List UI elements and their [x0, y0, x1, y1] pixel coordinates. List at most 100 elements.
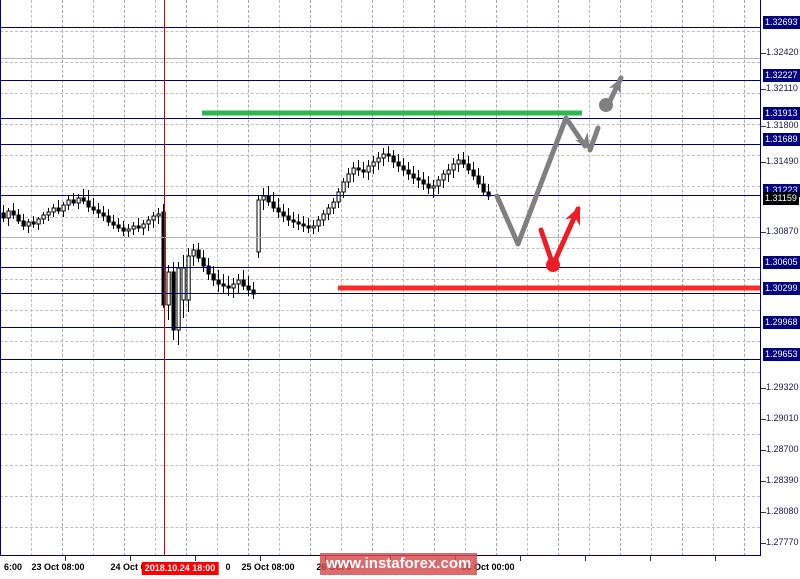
grid-line-vertical	[496, 0, 497, 556]
price-axis-tick	[760, 53, 766, 54]
grid-line-horizontal	[0, 155, 760, 156]
candlestick	[131, 222, 136, 235]
candlestick	[206, 258, 211, 280]
candlestick	[106, 209, 111, 226]
price-level-line[interactable]	[0, 293, 760, 294]
candlestick	[356, 160, 361, 176]
time-axis-tick	[715, 556, 716, 561]
candlestick	[1, 205, 6, 222]
candlestick	[231, 278, 236, 298]
candlestick	[261, 188, 266, 210]
candlestick	[296, 214, 301, 230]
price-axis-label: 1.32420	[766, 47, 799, 57]
annotation-layer	[202, 75, 760, 291]
grid-line-vertical	[682, 0, 683, 556]
price-axis-tick	[760, 450, 766, 451]
price-axis-label: 1.28080	[766, 506, 799, 516]
time-axis-label: 0	[225, 562, 231, 572]
price-axis-label: 1.30299	[763, 282, 800, 295]
grid-line-vertical	[31, 0, 32, 556]
candlestick	[436, 176, 441, 194]
grid-line-horizontal	[0, 124, 760, 125]
candlestick	[236, 274, 241, 294]
candlestick	[456, 154, 461, 172]
time-axis-label: 6:00	[3, 562, 23, 572]
grid-line-horizontal	[0, 186, 760, 187]
chart-plot-area[interactable]	[0, 0, 760, 556]
grid-line-horizontal	[0, 310, 760, 311]
candlestick	[381, 148, 386, 166]
price-level-line[interactable]	[0, 118, 760, 119]
price-level-line[interactable]	[0, 144, 760, 145]
price-level-line[interactable]	[0, 58, 760, 59]
candlestick	[96, 203, 101, 218]
time-axis-label: 30 Oct 00:00	[461, 562, 515, 572]
plot-right-border	[760, 0, 761, 556]
candlestick	[416, 170, 421, 188]
time-axis-cursor-label: 2018.10.24 18:00	[141, 562, 219, 575]
price-level-line[interactable]	[0, 195, 760, 196]
candlestick	[26, 219, 31, 233]
candlestick	[486, 184, 491, 200]
gray-dot	[599, 98, 613, 112]
price-axis-label: 1.29653	[763, 348, 800, 361]
price-level-line[interactable]	[0, 27, 760, 28]
price-axis[interactable]	[760, 0, 800, 556]
plot-left-border	[0, 0, 1, 556]
grid-line-horizontal	[0, 217, 760, 218]
candlestick	[401, 158, 406, 176]
red-support-band[interactable]	[338, 285, 760, 291]
price-axis-label: 1.31490	[766, 156, 799, 166]
candlestick	[141, 220, 146, 235]
candlestick	[81, 189, 86, 204]
price-level-line[interactable]	[0, 327, 760, 328]
green-resistance-band[interactable]	[202, 110, 582, 116]
grid-line-vertical	[403, 0, 404, 556]
price-axis-label: 1.29010	[766, 413, 799, 423]
candlestick	[111, 215, 116, 229]
price-level-line[interactable]	[0, 359, 760, 360]
candlestick	[61, 202, 66, 217]
candlestick	[251, 282, 256, 299]
candlestick	[46, 208, 51, 221]
price-axis-tick	[760, 162, 766, 163]
candlestick	[311, 220, 316, 234]
candlestick	[306, 218, 311, 233]
price-level-line[interactable]	[0, 80, 760, 81]
grid-line-vertical	[341, 0, 342, 556]
candlestick	[36, 217, 41, 230]
grid-line-horizontal	[0, 31, 760, 32]
time-axis-tick	[585, 556, 586, 561]
candlestick	[351, 162, 356, 182]
grid-line-horizontal	[0, 341, 760, 342]
candlestick	[256, 196, 261, 258]
time-axis-tick	[260, 556, 261, 561]
candlestick	[241, 270, 246, 290]
candlestick	[161, 204, 166, 308]
candlestick	[116, 218, 121, 232]
candlestick	[326, 204, 331, 220]
candlestick	[471, 162, 476, 180]
gray-up-arrow-head	[608, 78, 621, 94]
candlestick	[461, 152, 466, 168]
candlestick	[266, 186, 271, 206]
grid-line-vertical	[217, 0, 218, 556]
candlestick	[76, 194, 81, 209]
price-axis-tick	[760, 481, 766, 482]
price-level-line[interactable]	[0, 237, 760, 238]
grid-line-vertical	[93, 0, 94, 556]
price-axis-label: 1.28700	[766, 444, 799, 454]
time-axis-label: 23 Oct 08:00	[31, 562, 85, 572]
candlestick	[466, 156, 471, 174]
candlestick	[101, 206, 106, 221]
crosshair-vertical-line[interactable]	[164, 0, 165, 556]
price-axis-label: 1.32227	[763, 69, 800, 82]
price-level-line[interactable]	[0, 267, 760, 268]
grid-line-horizontal	[0, 279, 760, 280]
time-axis-label: 25 Oct 08:00	[241, 562, 295, 572]
candlestick	[411, 166, 416, 184]
price-axis-label: 1.29320	[766, 382, 799, 392]
candlestick	[441, 170, 446, 188]
price-axis-label: 1.31800	[766, 120, 799, 130]
